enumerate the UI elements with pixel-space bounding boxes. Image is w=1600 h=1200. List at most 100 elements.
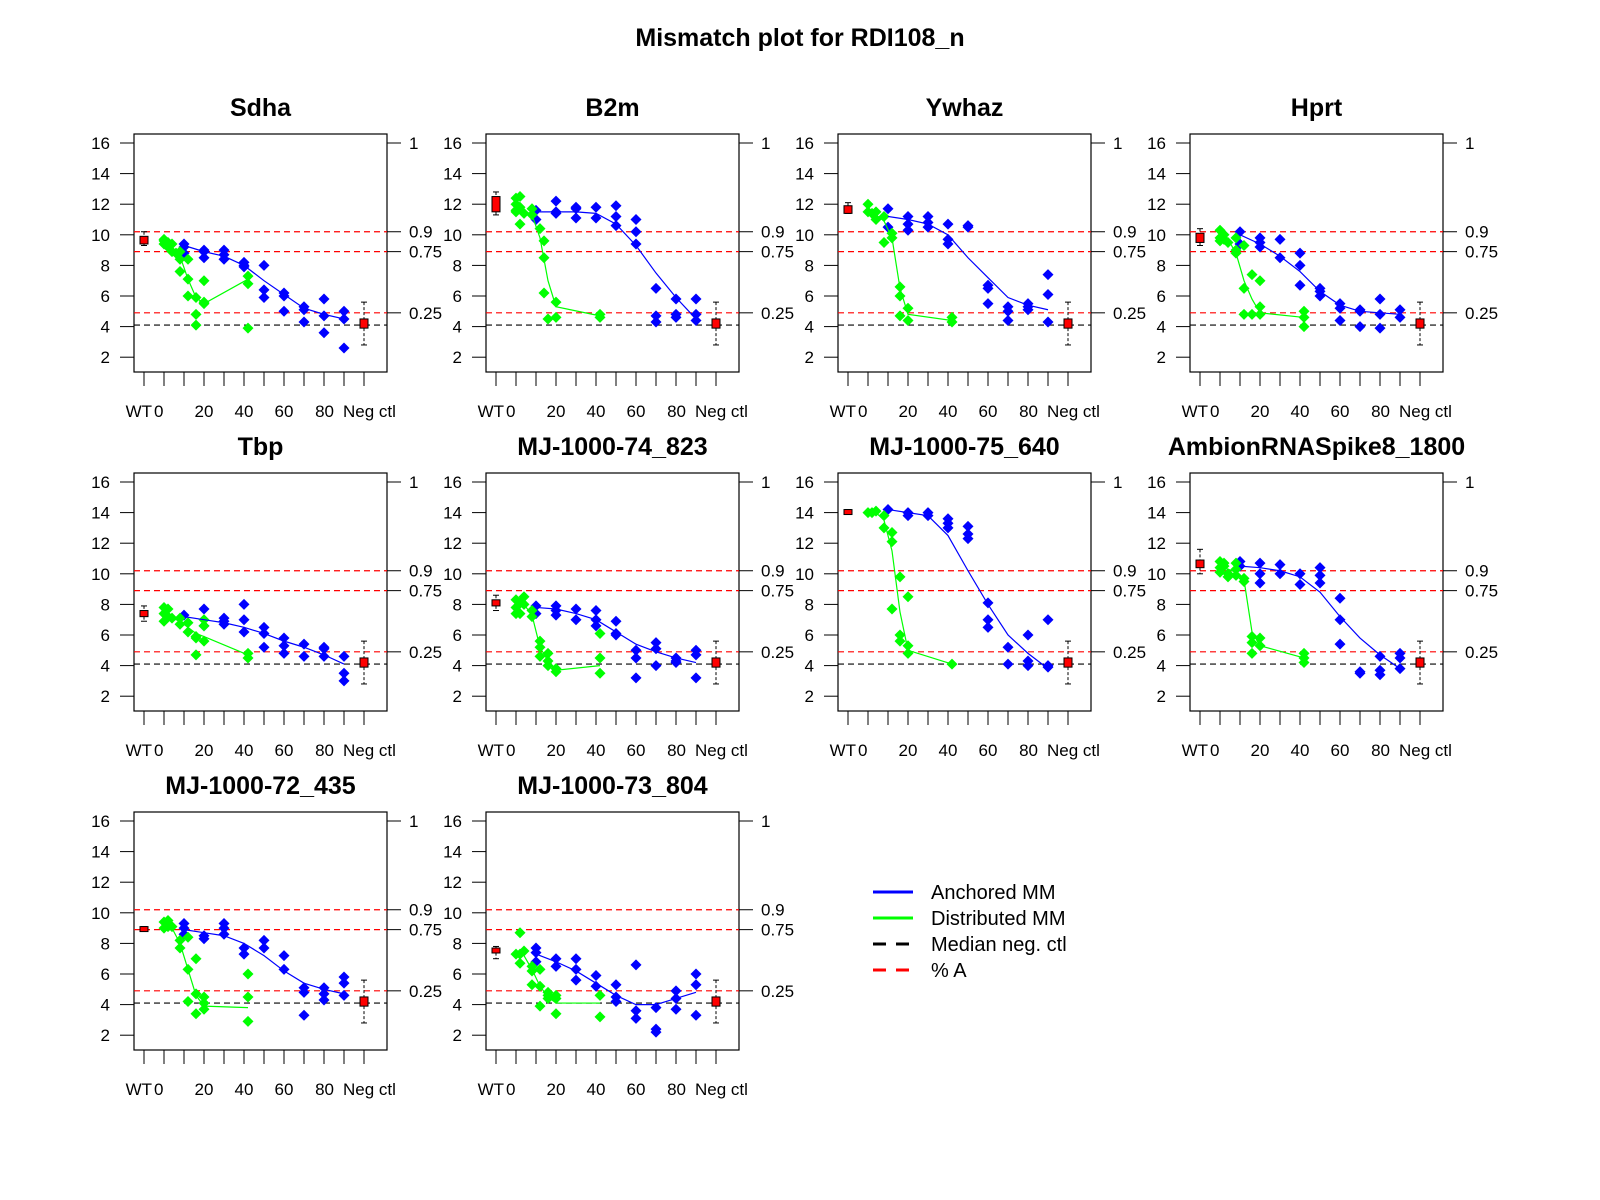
anchored-point bbox=[298, 638, 310, 650]
anchored-point bbox=[318, 293, 330, 305]
distributed-point bbox=[594, 989, 606, 1001]
distributed-line bbox=[515, 953, 600, 1004]
anchored-point bbox=[690, 293, 702, 305]
panel-b2m: B2m 2 4 6 8 10 12 14 16 1 0.90.75 0.25 WT 0 20 40 60 80 Ne… bbox=[443, 94, 794, 421]
anchored-point bbox=[630, 1012, 642, 1024]
anchored-point bbox=[318, 310, 330, 322]
panel-title: MJ-1000-75_640 bbox=[869, 433, 1059, 461]
anchored-point bbox=[982, 621, 994, 633]
x-tick-label: WT bbox=[478, 741, 504, 760]
x-tick-label: Neg ctl bbox=[1399, 741, 1452, 760]
y-tick-label: 12 bbox=[443, 195, 462, 214]
x-tick-label: 0 bbox=[506, 1080, 515, 1099]
anchored-point bbox=[238, 626, 250, 638]
panel-hprt: Hprt 2 4 6 8 10 12 14 16 1 0.90.75 0.25 WT 0 20 40 60 80 N… bbox=[1147, 94, 1498, 421]
y-tick-label: 16 bbox=[795, 134, 814, 153]
x-tick-label: 60 bbox=[1331, 402, 1350, 421]
panel-title: B2m bbox=[585, 94, 639, 122]
plot-frame bbox=[485, 133, 740, 373]
x-tick-label: Neg ctl bbox=[695, 741, 748, 760]
y-tick-label: 6 bbox=[453, 287, 462, 306]
distributed-point bbox=[198, 620, 210, 632]
distributed-point bbox=[878, 522, 890, 534]
y-tick-label: 16 bbox=[91, 473, 110, 492]
anchored-point bbox=[318, 643, 330, 655]
distributed-point bbox=[1246, 631, 1258, 643]
distributed-point bbox=[886, 526, 898, 538]
anchored-point bbox=[570, 203, 582, 215]
distributed-point bbox=[878, 236, 890, 248]
x-tick-label: 40 bbox=[587, 741, 606, 760]
distributed-point bbox=[514, 201, 526, 213]
anchored-point bbox=[1002, 305, 1014, 317]
anchored-point bbox=[882, 203, 894, 215]
distributed-line bbox=[163, 240, 249, 305]
anchored-point bbox=[690, 308, 702, 320]
anchored-point bbox=[1274, 568, 1286, 580]
distributed-point bbox=[174, 253, 186, 265]
anchored-line bbox=[1239, 234, 1401, 315]
x-tick-label: 60 bbox=[1331, 741, 1350, 760]
plot-frame bbox=[837, 133, 1092, 373]
anchored-point bbox=[942, 238, 954, 250]
right-tick-label: 0.9 bbox=[761, 901, 785, 920]
y-tick-label: 14 bbox=[795, 165, 814, 184]
anchored-point bbox=[338, 977, 350, 989]
y-tick-label: 12 bbox=[1147, 195, 1166, 214]
y-tick-label: 2 bbox=[101, 687, 110, 706]
y-tick-label: 6 bbox=[453, 626, 462, 645]
x-tick-label: 20 bbox=[195, 402, 214, 421]
y-tick-label: 12 bbox=[91, 195, 110, 214]
right-tick-label: 0.75 bbox=[409, 582, 442, 601]
legend: Anchored MM Distributed MM Median neg. ctl… bbox=[873, 882, 1067, 982]
legend-label: % A bbox=[931, 960, 967, 982]
anchored-point bbox=[630, 226, 642, 238]
anchored-point bbox=[278, 647, 290, 659]
distributed-point bbox=[526, 605, 538, 617]
anchored-point bbox=[610, 996, 622, 1008]
anchored-point bbox=[590, 201, 602, 213]
x-tick-label: WT bbox=[478, 402, 504, 421]
anchored-line bbox=[535, 606, 697, 664]
panel-ambionrnaspike8-1800: AmbionRNASpike8_1800 2 4 6 8 10 12 14 16 1 0.90.75… bbox=[1147, 433, 1498, 760]
right-tick-label: 0.9 bbox=[1113, 223, 1137, 242]
distributed-point bbox=[190, 319, 202, 331]
anchored-point bbox=[1042, 661, 1054, 673]
anchored-point bbox=[338, 650, 350, 662]
y-tick-label: 10 bbox=[91, 565, 110, 584]
anchored-point bbox=[610, 200, 622, 212]
x-tick-label: 80 bbox=[1371, 402, 1390, 421]
distributed-point bbox=[902, 640, 914, 652]
anchored-point bbox=[258, 292, 270, 304]
x-tick-label: 20 bbox=[1251, 402, 1270, 421]
y-tick-label: 16 bbox=[443, 134, 462, 153]
panel-mj-1000-73-804: MJ-1000-73_804 2 4 6 8 10 12 14 16 1 0.90.75 0.25 WT… bbox=[443, 772, 794, 1099]
distributed-point bbox=[894, 629, 906, 641]
y-tick-label: 16 bbox=[1147, 134, 1166, 153]
anchored-point bbox=[550, 960, 562, 972]
distributed-point bbox=[518, 945, 530, 957]
x-tick-label: Neg ctl bbox=[695, 402, 748, 421]
neg-ctl-boxplot-box bbox=[1415, 318, 1425, 329]
anchored-point bbox=[258, 641, 270, 653]
anchored-point bbox=[630, 652, 642, 664]
panel-tbp: Tbp 2 4 6 8 10 12 14 16 1 0.90.75 0.25 WT 0 20 40 60 80 Ne… bbox=[91, 433, 442, 760]
anchored-point bbox=[962, 533, 974, 545]
anchored-point bbox=[1022, 629, 1034, 641]
y-tick-label: 2 bbox=[101, 1026, 110, 1045]
neg-ctl-boxplot-box bbox=[359, 657, 369, 668]
x-tick-label: WT bbox=[1182, 402, 1208, 421]
plot-frame bbox=[133, 472, 388, 712]
y-tick-label: 16 bbox=[91, 134, 110, 153]
x-tick-label: WT bbox=[126, 1080, 152, 1099]
anchored-point bbox=[1294, 259, 1306, 271]
x-tick-label: 0 bbox=[154, 402, 163, 421]
anchored-point bbox=[338, 667, 350, 679]
x-tick-label: 80 bbox=[667, 402, 686, 421]
distributed-point bbox=[870, 505, 882, 517]
plot-frame bbox=[133, 811, 388, 1051]
x-tick-label: 20 bbox=[195, 1080, 214, 1099]
right-tick-label: 1 bbox=[409, 473, 418, 492]
anchored-point bbox=[670, 1003, 682, 1015]
